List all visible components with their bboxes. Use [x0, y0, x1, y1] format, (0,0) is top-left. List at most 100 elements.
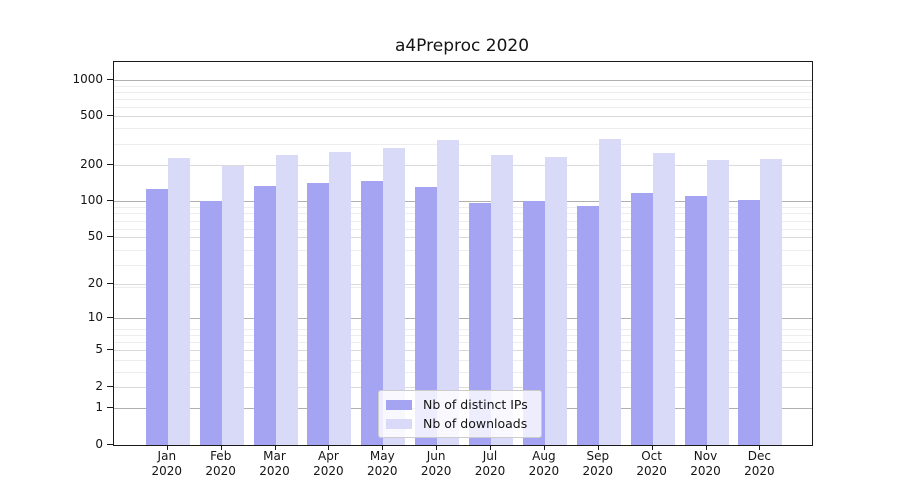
gridline	[114, 207, 812, 209]
x-tick-label-may: May 2020	[367, 449, 398, 478]
y-tick-label: 1	[95, 400, 103, 415]
y-tick-label: 200	[80, 156, 103, 171]
x-tick-mark	[651, 445, 653, 450]
y-tick-mark	[107, 283, 113, 285]
bar-downloads-may	[383, 147, 406, 445]
gridline	[114, 106, 812, 108]
x-tick-label-dec: Dec 2020	[744, 449, 775, 478]
y-tick-label: 500	[80, 108, 103, 123]
bar-distinct-ips-apr	[307, 183, 330, 445]
gridline	[114, 128, 812, 130]
x-tick-mark	[436, 445, 438, 450]
bar-downloads-aug	[544, 156, 567, 445]
x-tick-mark	[382, 445, 384, 450]
gridline	[114, 213, 812, 215]
legend-label-distinct-ips: Nb of distinct IPs	[423, 397, 528, 412]
x-tick-mark	[328, 445, 330, 450]
gridline	[114, 359, 812, 361]
y-tick-label: 20	[87, 276, 103, 291]
bar-downloads-sep	[598, 138, 621, 445]
legend-item-distinct-ips: Nb of distinct IPs	[379, 397, 541, 412]
bar-distinct-ips-aug	[522, 201, 545, 445]
x-tick-mark	[490, 445, 491, 450]
y-tick-label: 5	[95, 342, 103, 357]
gridline	[114, 228, 812, 230]
bar-distinct-ips-oct	[630, 192, 653, 445]
x-tick-label-oct: Oct 2020	[636, 449, 667, 478]
y-tick-label: 100	[80, 193, 103, 208]
plot-area	[113, 61, 813, 446]
bar-distinct-ips-nov	[684, 196, 707, 445]
y-tick-label: 2	[95, 378, 103, 393]
y-tick-mark	[107, 317, 113, 319]
gridline	[114, 98, 812, 100]
bar-distinct-ips-jun	[415, 186, 438, 445]
gridline	[114, 79, 812, 81]
gridline	[114, 328, 812, 330]
bar-downloads-jun	[437, 139, 460, 445]
y-tick-label: 0	[95, 437, 103, 451]
legend-swatch-distinct-ips	[386, 399, 412, 410]
gridline	[114, 201, 812, 203]
y-tick-mark	[107, 115, 113, 117]
y-tick-label: 50	[87, 229, 103, 244]
y-tick-mark	[107, 236, 113, 238]
x-tick-label-jan: Jan 2020	[151, 449, 183, 478]
y-tick-mark	[107, 200, 113, 202]
bar-downloads-dec	[760, 158, 783, 445]
legend-swatch-downloads	[386, 418, 412, 429]
gridline	[114, 164, 812, 166]
gridline	[114, 116, 812, 118]
x-tick-mark	[597, 445, 599, 450]
y-tick-mark	[107, 385, 113, 387]
x-tick-mark	[166, 445, 168, 450]
gridline	[114, 318, 812, 320]
legend: Nb of distinct IPs Nb of downloads	[378, 390, 542, 438]
gridline	[114, 284, 812, 286]
x-tick-mark	[274, 445, 276, 450]
gridline	[114, 286, 812, 288]
x-tick-label-jun: Jun 2020	[420, 449, 452, 478]
bar-downloads-mar	[275, 155, 298, 445]
x-tick-label-jul: Jul 2020	[474, 449, 506, 478]
chart-title: a4Preproc 2020	[394, 36, 530, 56]
gridline	[114, 143, 812, 145]
x-tick-mark	[220, 445, 222, 450]
gridline	[114, 237, 812, 239]
x-tick-label-sep: Sep 2020	[582, 449, 614, 478]
gridline	[114, 386, 812, 388]
bar-downloads-jan	[167, 158, 190, 445]
bar-distinct-ips-mar	[253, 185, 276, 445]
x-tick-label-feb: Feb 2020	[205, 449, 236, 478]
y-tick-mark	[107, 163, 113, 165]
gridline	[114, 85, 812, 87]
y-tick-label: 1000	[72, 71, 103, 86]
y-tick-label: 10	[87, 310, 103, 325]
bar-distinct-ips-dec	[738, 200, 761, 445]
y-tick-mark	[107, 407, 113, 409]
bar-downloads-feb	[221, 166, 244, 445]
x-tick-label-mar: Mar 2020	[259, 449, 290, 478]
x-tick-label-nov: Nov 2020	[690, 449, 721, 478]
x-tick-label-apr: Apr 2020	[313, 449, 344, 478]
gridline	[114, 265, 812, 267]
bar-downloads-apr	[329, 151, 352, 445]
gridline	[114, 91, 812, 93]
bar-downloads-nov	[706, 160, 729, 445]
bar-downloads-jul	[491, 154, 513, 445]
bar-distinct-ips-jan	[145, 188, 168, 445]
y-tick-mark	[107, 444, 113, 445]
bar-distinct-ips-feb	[199, 201, 222, 445]
x-tick-label-aug: Aug 2020	[528, 449, 560, 478]
legend-item-downloads: Nb of downloads	[379, 416, 541, 431]
gridline	[114, 220, 812, 222]
legend-label-downloads: Nb of downloads	[423, 416, 528, 431]
x-tick-mark	[543, 445, 545, 450]
gridline	[114, 342, 812, 344]
bar-distinct-ips-jul	[469, 202, 491, 445]
bar-distinct-ips-sep	[576, 206, 599, 445]
gridline	[114, 335, 812, 337]
bar-downloads-oct	[652, 152, 675, 445]
gridline	[114, 250, 812, 251]
